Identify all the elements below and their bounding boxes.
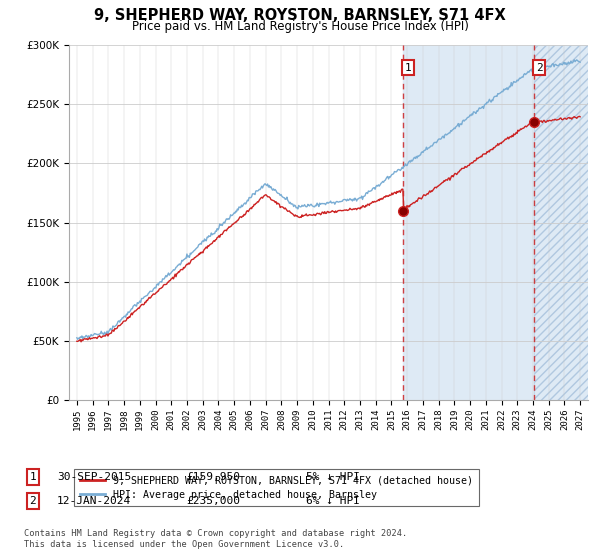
Text: £159,950: £159,950 <box>186 472 240 482</box>
Text: 1: 1 <box>29 472 37 482</box>
Text: Contains HM Land Registry data © Crown copyright and database right 2024.
This d: Contains HM Land Registry data © Crown c… <box>24 529 407 549</box>
Text: 2: 2 <box>29 496 37 506</box>
Text: 5% ↓ HPI: 5% ↓ HPI <box>306 472 360 482</box>
Text: £235,000: £235,000 <box>186 496 240 506</box>
Text: 6% ↓ HPI: 6% ↓ HPI <box>306 496 360 506</box>
Text: 2: 2 <box>536 63 542 73</box>
Text: 1: 1 <box>405 63 412 73</box>
Text: 12-JAN-2024: 12-JAN-2024 <box>57 496 131 506</box>
Text: Price paid vs. HM Land Registry's House Price Index (HPI): Price paid vs. HM Land Registry's House … <box>131 20 469 33</box>
Bar <box>403 45 533 400</box>
Text: 30-SEP-2015: 30-SEP-2015 <box>57 472 131 482</box>
Legend: 9, SHEPHERD WAY, ROYSTON, BARNSLEY, S71 4FX (detached house), HPI: Average price: 9, SHEPHERD WAY, ROYSTON, BARNSLEY, S71 … <box>74 469 479 506</box>
Bar <box>533 45 588 400</box>
Text: 9, SHEPHERD WAY, ROYSTON, BARNSLEY, S71 4FX: 9, SHEPHERD WAY, ROYSTON, BARNSLEY, S71 … <box>94 8 506 24</box>
